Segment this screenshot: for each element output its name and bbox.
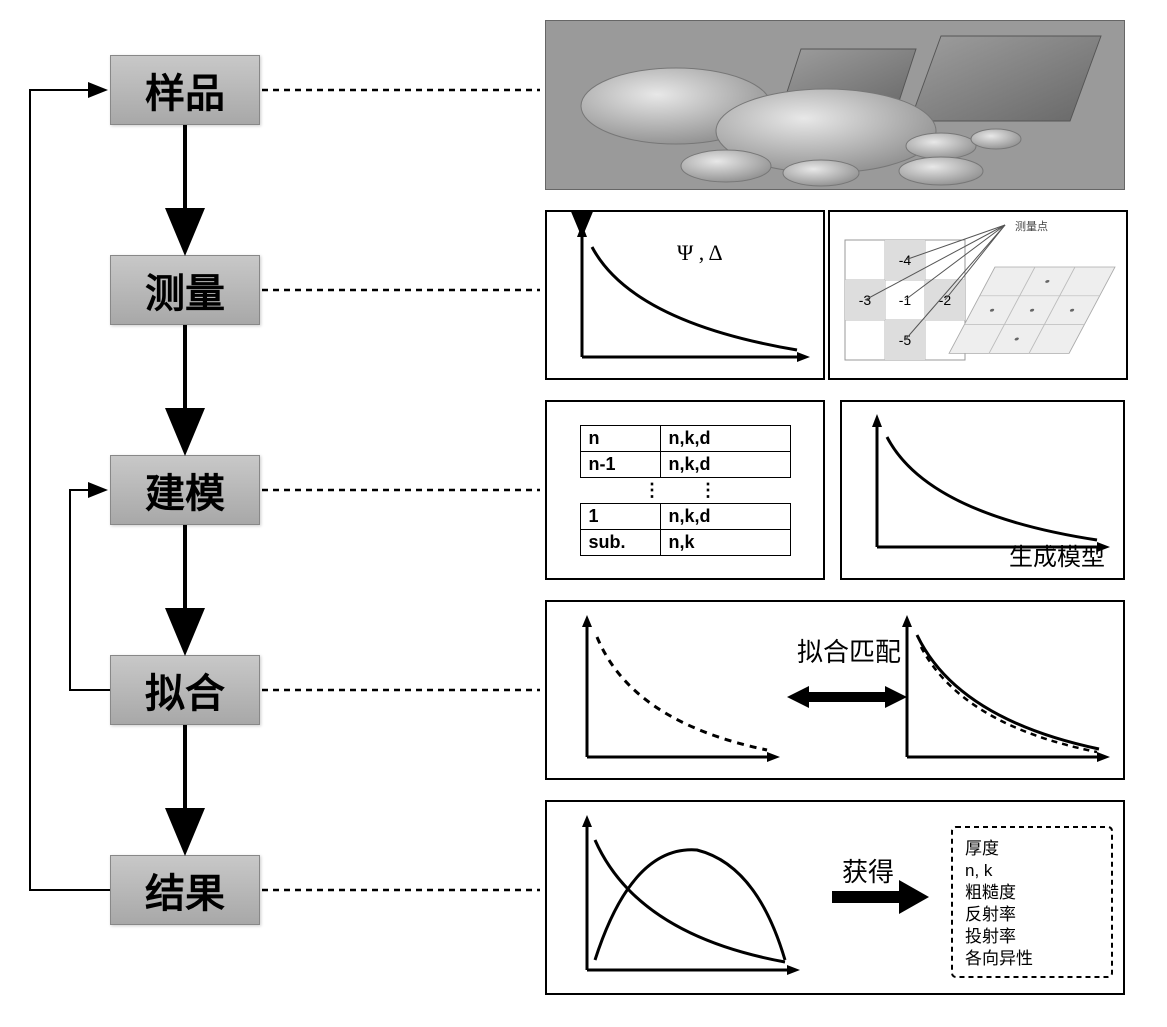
result-output-item: 各向异性 (965, 948, 1033, 970)
table-cell: n-1 (580, 451, 660, 477)
layer-table-2: 1n,k,d sub.n,k (580, 503, 791, 556)
result-output-item: 厚度 (965, 838, 1033, 860)
panel-model-curve: 生成模型 (840, 400, 1125, 580)
measure-curve-label: Ψ , Δ (677, 240, 723, 266)
flow-box-model: 建模 (110, 455, 260, 525)
flow-label: 样品 (145, 61, 225, 119)
fit-chart (547, 602, 1127, 782)
panel-fit: 拟合匹配 (545, 600, 1125, 780)
measure-curve-chart (547, 212, 827, 382)
feedback-fit-to-model (70, 490, 110, 690)
table-cell: n (580, 425, 660, 451)
result-outputs: 厚度 n, k 粗糙度 反射率 投射率 各向异性 (965, 838, 1033, 971)
table-ellipsis: ⋮⋮ (615, 478, 755, 503)
model-curve-label: 生成模型 (1009, 537, 1105, 572)
feedback-result-to-sample (30, 90, 110, 890)
panel-measure-grid: -4 -3 -1 -2 -5 (828, 210, 1128, 380)
result-output-item: 反射率 (965, 904, 1033, 926)
wafers-illustration (546, 21, 1126, 191)
flow-box-result: 结果 (110, 855, 260, 925)
table-cell: n,k,d (660, 451, 790, 477)
table-cell: n,k,d (660, 503, 790, 529)
measure-grid-label: 测量点 (1015, 218, 1048, 234)
layer-table: nn,k,d n-1n,k,d (580, 425, 791, 478)
result-output-item: 投射率 (965, 926, 1033, 948)
measure-grid-svg: -4 -3 -1 -2 -5 (830, 212, 1130, 382)
table-cell: n,k (660, 529, 790, 555)
fit-label: 拟合匹配 (797, 632, 901, 669)
flow-label: 结果 (145, 861, 225, 919)
table-cell: n,k,d (660, 425, 790, 451)
panel-sample-image (545, 20, 1125, 190)
result-arrow-label: 获得 (842, 852, 894, 889)
flow-label: 建模 (145, 461, 225, 519)
panel-result: 获得 厚度 n, k 粗糙度 反射率 投射率 各向异性 (545, 800, 1125, 995)
flow-box-measure: 测量 (110, 255, 260, 325)
panel-model-table: nn,k,d n-1n,k,d ⋮⋮ 1n,k,d sub.n,k (545, 400, 825, 580)
result-chart (547, 802, 1127, 997)
flow-label: 拟合 (145, 661, 225, 719)
result-output-item: 粗糙度 (965, 882, 1033, 904)
table-cell: 1 (580, 503, 660, 529)
panel-measure-curve: Ψ , Δ (545, 210, 825, 380)
flow-box-fit: 拟合 (110, 655, 260, 725)
flow-label: 测量 (145, 261, 225, 319)
result-output-item: n, k (965, 860, 1033, 882)
flow-box-sample: 样品 (110, 55, 260, 125)
table-cell: sub. (580, 529, 660, 555)
